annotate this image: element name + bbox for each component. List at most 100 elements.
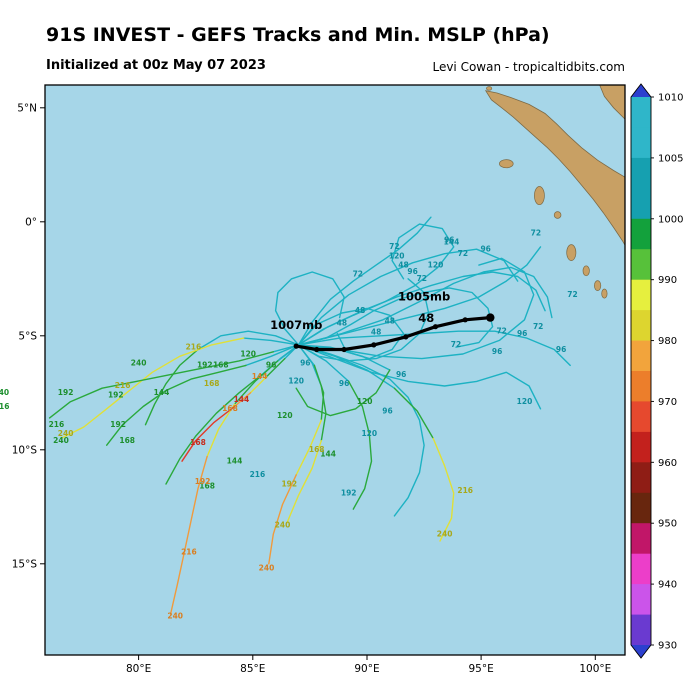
chart-subtitle: Initialized at 00z May 07 2023 <box>46 58 266 73</box>
svg-text:48: 48 <box>371 328 381 337</box>
svg-text:144: 144 <box>234 395 250 404</box>
land-sumatra <box>484 85 625 299</box>
svg-text:216: 216 <box>250 470 266 479</box>
svg-text:40: 40 <box>0 388 9 397</box>
svg-text:120: 120 <box>361 429 377 438</box>
colorbar-arrow-up <box>631 84 651 97</box>
svg-text:240: 240 <box>53 436 69 445</box>
svg-text:120: 120 <box>389 251 405 260</box>
svg-text:96: 96 <box>339 379 349 388</box>
svg-text:240: 240 <box>131 358 147 367</box>
svg-text:72: 72 <box>496 327 506 336</box>
colorbar-arrow-down <box>631 645 651 658</box>
x-tick-label: 85°E <box>240 663 265 675</box>
y-tick-label: 5°N <box>17 102 37 114</box>
svg-text:240: 240 <box>259 564 275 573</box>
colorbar-tick-label: 960 <box>658 458 677 469</box>
svg-text:96: 96 <box>492 347 502 356</box>
svg-text:192: 192 <box>195 477 211 486</box>
svg-text:96: 96 <box>407 267 417 276</box>
island <box>534 186 545 206</box>
svg-text:240: 240 <box>167 612 183 621</box>
svg-text:120: 120 <box>428 260 444 269</box>
y-tick-label: 10°S <box>12 444 38 456</box>
svg-text:168: 168 <box>190 438 206 447</box>
mean-mslp-label: 1007mb <box>270 318 322 332</box>
chart-credit: Levi Cowan - tropicaltidbits.com <box>432 60 625 74</box>
chart-title: 91S INVEST - GEFS Tracks and Min. MSLP (… <box>46 24 550 46</box>
svg-text:216: 216 <box>0 402 9 411</box>
svg-text:48: 48 <box>398 260 408 269</box>
svg-text:192: 192 <box>108 390 124 399</box>
svg-text:240: 240 <box>58 429 74 438</box>
colorbar-tick-label: 930 <box>658 641 677 652</box>
svg-text:192: 192 <box>281 479 297 488</box>
island <box>594 280 602 291</box>
island <box>499 159 514 169</box>
colorbar-tick-label: 1000 <box>658 214 683 225</box>
svg-text:240: 240 <box>437 529 453 538</box>
x-tick-label: 80°E <box>126 663 151 675</box>
svg-text:168: 168 <box>199 482 215 491</box>
svg-text:144: 144 <box>227 457 243 466</box>
svg-text:96: 96 <box>517 329 527 338</box>
svg-text:72: 72 <box>451 340 461 349</box>
svg-text:216: 216 <box>49 420 65 429</box>
ensemble-tracks <box>48 216 571 615</box>
svg-text:72: 72 <box>567 290 577 299</box>
colorbar-tick-label: 970 <box>658 397 677 408</box>
colorbar-tick-label: 990 <box>658 275 677 286</box>
x-tick-label: 90°E <box>354 663 379 675</box>
svg-text:216: 216 <box>115 381 131 390</box>
mean-mslp-label: 48 <box>418 311 434 325</box>
island <box>553 211 562 219</box>
svg-text:72: 72 <box>533 322 543 331</box>
colorbar-tick-label: 980 <box>658 336 677 347</box>
svg-text:144: 144 <box>320 450 336 459</box>
svg-text:72: 72 <box>458 249 468 258</box>
y-axis: 5°N 0° 5°S 10°S 15°S <box>12 102 45 570</box>
svg-text:96: 96 <box>556 345 566 354</box>
svg-text:120: 120 <box>357 397 373 406</box>
svg-text:48: 48 <box>355 306 365 315</box>
svg-text:96: 96 <box>266 361 276 370</box>
x-tick-label: 100°E <box>579 663 611 675</box>
svg-text:96: 96 <box>300 358 310 367</box>
colorbar-tick-label: 1005 <box>658 153 683 164</box>
svg-text:216: 216 <box>186 343 202 352</box>
svg-text:168: 168 <box>213 361 229 370</box>
svg-text:168: 168 <box>222 404 238 413</box>
svg-text:96: 96 <box>396 370 406 379</box>
svg-text:72: 72 <box>389 242 399 251</box>
svg-text:96: 96 <box>444 235 454 244</box>
svg-text:192: 192 <box>110 420 126 429</box>
colorbar-tick-label: 1010 <box>658 93 683 104</box>
map-border <box>44 84 626 656</box>
mean-mslp-label: 1005mb <box>398 290 450 304</box>
svg-text:216: 216 <box>181 548 197 557</box>
svg-text:168: 168 <box>204 379 220 388</box>
mean-track: 1007mb 1005mb 48 <box>270 290 495 353</box>
svg-text:96: 96 <box>480 244 490 253</box>
svg-text:96: 96 <box>382 406 392 415</box>
colorbar-tick-label: 940 <box>658 580 677 591</box>
svg-text:168: 168 <box>119 436 135 445</box>
svg-text:168: 168 <box>309 445 325 454</box>
svg-text:120: 120 <box>277 411 293 420</box>
colorbar: 1010 1005 1000 990 980 970 960 950 940 930 <box>630 83 683 659</box>
svg-text:144: 144 <box>252 372 268 381</box>
y-tick-label: 0° <box>25 216 37 228</box>
svg-text:192: 192 <box>58 388 74 397</box>
svg-text:48: 48 <box>337 319 347 328</box>
svg-text:144: 144 <box>444 238 460 247</box>
svg-text:120: 120 <box>517 397 533 406</box>
forecast-hour-labels: 4848484848727272727272727272969696969696… <box>0 229 578 621</box>
svg-text:72: 72 <box>531 229 541 238</box>
island <box>486 86 493 91</box>
svg-text:72: 72 <box>353 270 363 279</box>
svg-text:144: 144 <box>154 388 170 397</box>
y-tick-label: 5°S <box>18 330 37 342</box>
svg-text:120: 120 <box>288 377 304 386</box>
island <box>601 288 608 299</box>
